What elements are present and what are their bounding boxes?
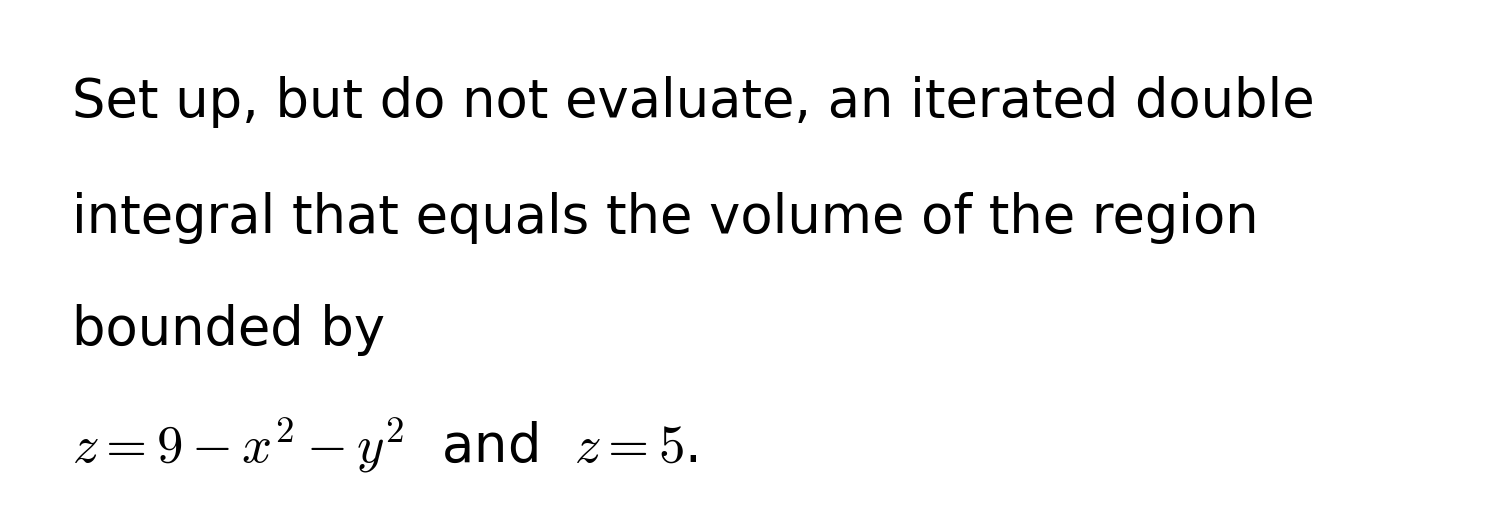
Text: integral that equals the volume of the region: integral that equals the volume of the r… [72,191,1258,244]
Text: Set up, but do not evaluate, an iterated double: Set up, but do not evaluate, an iterated… [72,76,1314,129]
Text: $z = 9 - x^2 - y^2$  and  $z = 5$.: $z = 9 - x^2 - y^2$ and $z = 5$. [72,416,698,475]
Text: bounded by: bounded by [72,304,386,356]
